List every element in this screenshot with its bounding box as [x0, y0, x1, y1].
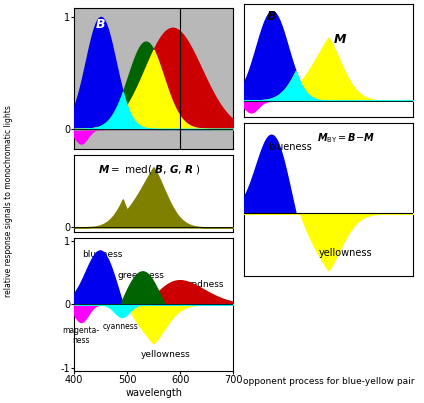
Text: yellowness: yellowness: [319, 248, 372, 258]
Text: $\bfit{G}$: $\bfit{G}$: [136, 46, 147, 58]
Text: blueness: blueness: [82, 250, 123, 259]
Text: blueness: blueness: [268, 142, 312, 152]
Text: yellowness: yellowness: [140, 350, 190, 359]
Text: opponent process for blue-yellow pair: opponent process for blue-yellow pair: [243, 377, 414, 386]
Text: magenta-
ness: magenta- ness: [62, 326, 100, 345]
Text: redness: redness: [188, 280, 223, 289]
Text: $\bfit{R}$: $\bfit{R}$: [161, 38, 170, 50]
Text: $\bfit{M}$$=$ med( $\bfit{B}$, $\bfit{G}$, $\bfit{R}$ ): $\bfit{M}$$=$ med( $\bfit{B}$, $\bfit{G}…: [98, 163, 201, 176]
Text: $\bfit{M}$: $\bfit{M}$: [333, 33, 347, 46]
Text: $\bfit{B}$: $\bfit{B}$: [265, 10, 276, 23]
Text: $\bfit{M}$$_{\mathrm{BY}}$$=$$\bfit{B}$$-$$\bfit{M}$: $\bfit{M}$$_{\mathrm{BY}}$$=$$\bfit{B}$$…: [317, 131, 374, 145]
Text: greenness: greenness: [117, 271, 164, 280]
Text: cyanness: cyanness: [103, 322, 139, 331]
Text: relative response signals to monochromatic lights: relative response signals to monochromat…: [4, 106, 13, 297]
Text: $\bfit{B}$: $\bfit{B}$: [95, 18, 106, 31]
X-axis label: wavelength: wavelength: [125, 388, 182, 398]
